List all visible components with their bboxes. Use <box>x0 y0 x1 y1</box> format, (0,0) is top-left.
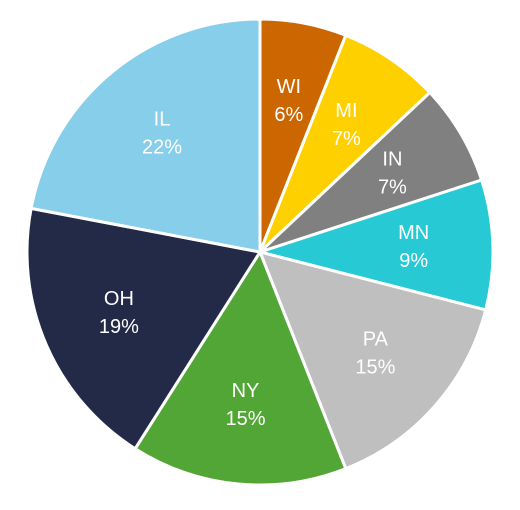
slice-value-ny: 15% <box>225 408 265 430</box>
pie-slice-in <box>258 91 484 254</box>
slice-value-mi: 7% <box>332 128 361 150</box>
slice-value-pa: 15% <box>355 357 395 379</box>
slice-label-oh: OH <box>104 288 134 310</box>
pie-slice-mn <box>258 178 495 312</box>
slice-label-pa: PA <box>363 329 389 351</box>
slice-label-mi: MI <box>335 100 357 122</box>
slice-value-il: 22% <box>142 137 182 159</box>
pie-slice-oh <box>25 206 262 451</box>
slice-label-wi: WI <box>277 76 301 98</box>
slice-value-in: 7% <box>378 177 407 199</box>
slice-label-in: IN <box>382 149 402 171</box>
slice-label-mn: MN <box>398 222 429 244</box>
pie-slice-ny <box>133 250 348 487</box>
slice-label-il: IL <box>154 109 171 131</box>
labels-layer: WI 6% MI 7% IN 7% MN 9% PA 15% NY 15% OH 19% IL 22% <box>99 76 429 430</box>
pie-slice-mi <box>258 33 432 254</box>
slice-value-mn: 9% <box>399 250 428 272</box>
slice-value-oh: 19% <box>99 316 139 338</box>
slices-layer <box>25 17 495 487</box>
pie-slice-il <box>29 17 262 254</box>
pie-slice-pa <box>258 250 488 471</box>
slice-label-ny: NY <box>232 380 260 402</box>
slice-value-wi: 6% <box>274 104 303 126</box>
